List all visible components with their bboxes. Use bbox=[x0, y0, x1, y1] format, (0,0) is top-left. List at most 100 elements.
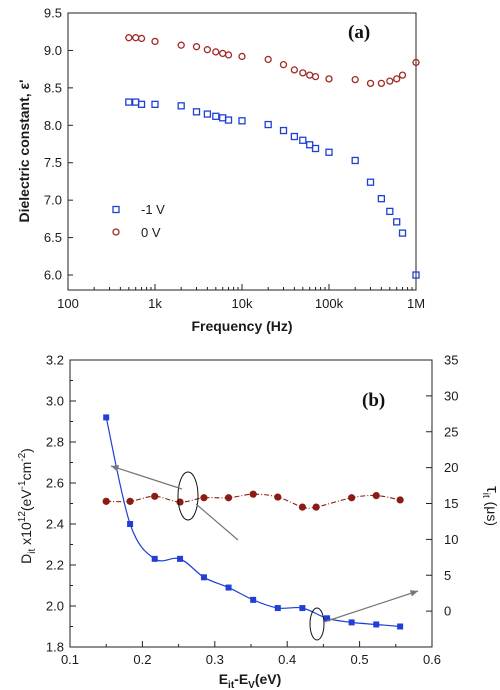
data-point-0v bbox=[351, 75, 359, 84]
panel-b-left-y-tick-label: 2.8 bbox=[46, 435, 64, 450]
data-point-tau bbox=[126, 497, 134, 505]
data-point-0v bbox=[325, 75, 333, 83]
data-point-0v bbox=[311, 72, 320, 81]
data-point-0v bbox=[203, 46, 212, 54]
panel-b-x-tick-label: 0.2 bbox=[133, 652, 151, 667]
data-point-minus1v bbox=[377, 195, 386, 203]
panel-a-y-tick-label: 8.0 bbox=[44, 118, 62, 133]
annotation-ellipse-tau bbox=[177, 471, 199, 521]
panel-a-y-tick-label: 7.5 bbox=[44, 155, 62, 170]
data-point-minus1v bbox=[311, 144, 320, 153]
panel-b-left-y-tick-label: 2.0 bbox=[46, 599, 64, 614]
panel-b-series-dit bbox=[103, 414, 404, 630]
panel-b: 1.82.02.22.42.62.83.03.2 05101520253035 … bbox=[17, 353, 500, 690]
annotation-arrow-tau-lower bbox=[195, 503, 239, 541]
panel-b-x-tick-label: 0.5 bbox=[351, 652, 369, 667]
panel-a-series-minus1v bbox=[125, 98, 420, 279]
data-point-minus1v bbox=[299, 136, 307, 144]
data-point-minus1v bbox=[177, 102, 185, 110]
series-line-dit bbox=[105, 417, 401, 628]
data-point-0v bbox=[393, 75, 401, 83]
legend-label-0v: 0 V bbox=[141, 225, 161, 240]
data-point-0v bbox=[177, 41, 185, 49]
data-point-0v bbox=[279, 61, 288, 69]
panel-b-right-y-tick-label: 15 bbox=[444, 496, 458, 511]
panel-a-x-tick-label: 10k bbox=[232, 296, 253, 311]
data-point-minus1v bbox=[366, 178, 375, 186]
panel-a-x-ticks: 100 1k 10k 100k 1M bbox=[57, 284, 425, 311]
data-point-dit bbox=[348, 619, 355, 626]
panel-b-left-y-ticks: 1.8 2.0 2.2 2.4 2.6 2.8 3.0 3.2 bbox=[46, 353, 76, 655]
data-point-minus1v bbox=[132, 98, 140, 106]
panel-a-legend: -1 V 0 V bbox=[112, 202, 165, 240]
data-point-0v bbox=[366, 79, 375, 88]
data-point-minus1v bbox=[238, 117, 246, 125]
data-point-dit bbox=[103, 414, 110, 421]
data-point-tau bbox=[372, 492, 380, 500]
data-point-minus1v bbox=[192, 108, 201, 116]
panel-b-right-y-tick-label: 25 bbox=[444, 424, 458, 439]
data-point-dit bbox=[177, 555, 184, 562]
data-point-dit bbox=[299, 605, 306, 612]
panel-a-y-tick-label: 9.5 bbox=[44, 6, 62, 21]
data-point-0v bbox=[377, 79, 386, 88]
panel-b-x-axis-title: Eit-EV(eV) bbox=[219, 671, 282, 690]
data-point-0v bbox=[398, 71, 407, 79]
panel-b-right-y-tick-label: 20 bbox=[444, 460, 458, 475]
panel-b-left-y-tick-label: 2.4 bbox=[46, 517, 64, 532]
panel-b-right-y-tick-label: 5 bbox=[444, 568, 451, 583]
data-point-dit bbox=[397, 623, 404, 630]
data-point-minus1v bbox=[351, 156, 359, 165]
panel-a-series-0v bbox=[125, 34, 420, 88]
panel-b-series-tau bbox=[102, 490, 404, 511]
panel-b-left-y-tick-label: 3.0 bbox=[46, 394, 64, 409]
data-point-0v bbox=[386, 77, 394, 85]
data-point-minus1v bbox=[306, 141, 314, 149]
panel-a-plot-frame bbox=[67, 12, 417, 291]
panel-a-x-axis-title: Frequency (Hz) bbox=[191, 318, 292, 334]
data-point-0v bbox=[132, 34, 140, 42]
data-point-minus1v bbox=[224, 116, 233, 124]
legend-label-minus1v: -1 V bbox=[141, 202, 165, 217]
panel-b-x-tick-label: 0.4 bbox=[278, 652, 296, 667]
panel-a: 6.06.57.07.58.08.59.09.5 100 1k 10k 100k 1M … bbox=[16, 6, 425, 335]
legend-marker-minus1v bbox=[112, 205, 120, 214]
data-point-tau bbox=[396, 496, 404, 504]
data-point-0v bbox=[264, 55, 272, 64]
data-point-0v bbox=[290, 66, 299, 74]
data-point-0v bbox=[224, 51, 233, 59]
panel-b-left-y-tick-label: 1.8 bbox=[46, 640, 64, 655]
data-point-dit bbox=[324, 615, 331, 622]
data-point-0v bbox=[412, 58, 420, 67]
data-point-0v bbox=[306, 71, 314, 79]
annotation-arrow-to-right-axis bbox=[323, 590, 419, 623]
panel-a-y-tick-label: 7.0 bbox=[44, 193, 62, 208]
panel-b-x-tick-label: 0.3 bbox=[206, 652, 224, 667]
data-point-minus1v bbox=[212, 112, 220, 120]
panel-b-x-tick-label: 0.1 bbox=[61, 652, 79, 667]
data-point-0v bbox=[212, 48, 220, 56]
data-point-tau bbox=[274, 493, 282, 501]
panel-a-y-tick-label: 6.5 bbox=[44, 230, 62, 245]
panel-b-right-y-tick-label: 35 bbox=[444, 353, 458, 368]
data-point-minus1v bbox=[219, 114, 227, 122]
data-point-minus1v bbox=[393, 218, 401, 226]
data-point-0v bbox=[299, 69, 307, 77]
panel-b-right-y-tick-label: 10 bbox=[444, 532, 458, 547]
data-point-tau bbox=[312, 503, 320, 511]
data-point-minus1v bbox=[412, 271, 420, 279]
data-point-minus1v bbox=[398, 229, 407, 237]
panel-b-left-y-tick-label: 2.2 bbox=[46, 558, 64, 573]
data-point-tau bbox=[200, 494, 208, 502]
data-point-minus1v bbox=[325, 148, 333, 156]
data-point-minus1v bbox=[386, 207, 394, 216]
data-point-dit bbox=[225, 584, 232, 591]
annotation-arrow-to-left-axis bbox=[110, 465, 183, 490]
data-point-tau bbox=[102, 497, 110, 505]
panel-a-label: (a) bbox=[348, 22, 370, 43]
panel-b-label: (b) bbox=[362, 390, 385, 411]
data-point-minus1v bbox=[125, 98, 133, 106]
data-point-0v bbox=[125, 34, 133, 42]
data-point-tau bbox=[348, 494, 356, 502]
panel-a-y-tick-label: 6.0 bbox=[44, 268, 62, 283]
